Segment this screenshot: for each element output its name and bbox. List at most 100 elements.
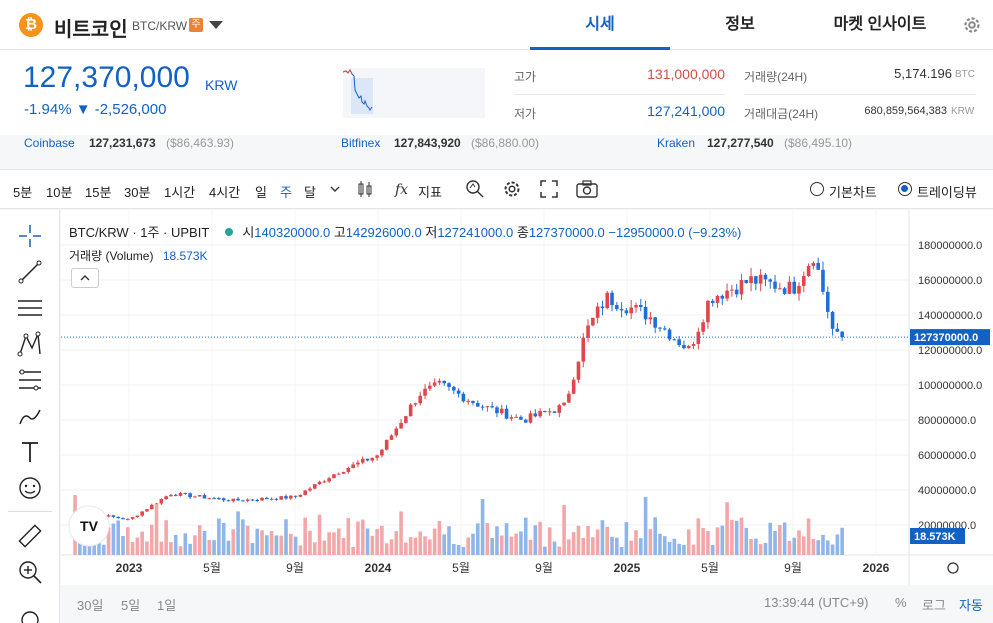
price-chart[interactable]: 2023 5월 9월 2024 5월 9월 2025 5월 9월 2026 180000000.0 1… xyxy=(61,210,993,585)
exchange-usd: ($86,463.93) xyxy=(166,136,235,150)
candle-body xyxy=(241,500,245,502)
volume-bar xyxy=(269,531,274,555)
crosshair-icon[interactable] xyxy=(16,222,44,250)
clock-time[interactable]: 13:39:44 (UTC+9) xyxy=(764,595,869,610)
compare-icon[interactable] xyxy=(465,179,485,199)
volume-bar xyxy=(447,526,451,555)
zoom-in-icon[interactable] xyxy=(16,558,44,586)
volume-bar xyxy=(562,505,566,555)
interval-month[interactable]: 달 xyxy=(304,185,316,200)
range-5d[interactable]: 5일 xyxy=(121,598,141,613)
volume-bar xyxy=(121,535,125,555)
tab-price[interactable]: 시세 xyxy=(530,0,670,50)
interval-30m[interactable]: 30분 xyxy=(124,185,151,200)
volume-bar xyxy=(303,517,307,555)
tradingview-logo-icon xyxy=(68,505,110,547)
volume-bar xyxy=(125,527,130,555)
fib-retracement-icon[interactable] xyxy=(16,366,44,394)
exchange-price: 127,277,540 xyxy=(707,136,774,150)
screenshot-camera-icon[interactable] xyxy=(576,180,598,198)
ohlc-high-label: 고 xyxy=(333,225,346,240)
log-scale-toggle[interactable]: 로그 xyxy=(922,598,946,613)
ohlc-low-label: 저 xyxy=(425,225,438,240)
candle-body xyxy=(432,382,437,386)
volume-bar xyxy=(346,518,351,555)
volume-bar xyxy=(202,530,207,555)
horizontal-lines-icon[interactable] xyxy=(16,294,44,322)
indicator-button[interactable]: 지표 xyxy=(418,185,442,200)
interval-4h[interactable]: 4시간 xyxy=(209,185,241,200)
volume-bar xyxy=(835,534,840,555)
chevron-down-icon[interactable] xyxy=(329,184,341,194)
volume-bar xyxy=(116,520,120,555)
tab-info[interactable]: 정보 xyxy=(725,16,755,33)
low-label: 저가 xyxy=(514,107,537,121)
volume-bar xyxy=(336,528,341,555)
candle-body xyxy=(384,439,389,450)
volume-bar xyxy=(816,540,820,555)
candle-body xyxy=(178,492,183,496)
interval-day[interactable]: 일 xyxy=(255,185,267,200)
text-tool-icon[interactable] xyxy=(16,438,44,466)
indicator-fx-icon[interactable]: fx xyxy=(394,180,412,198)
candle-body xyxy=(274,498,279,500)
emoji-icon[interactable] xyxy=(16,474,44,502)
volume-bar xyxy=(749,539,753,555)
exchange-name[interactable]: Coinbase xyxy=(24,136,75,150)
volume-bar xyxy=(591,537,595,555)
ruler-icon[interactable] xyxy=(16,522,44,550)
candle-body xyxy=(682,345,686,349)
candle-body xyxy=(423,388,427,396)
candle-body xyxy=(739,279,744,295)
collapse-legend-button[interactable] xyxy=(71,268,99,288)
exchange-name[interactable]: Kraken xyxy=(657,136,696,150)
candle-body xyxy=(106,515,111,517)
tradingview-label[interactable]: 트레이딩뷰 xyxy=(917,185,977,200)
settings-gear-icon[interactable] xyxy=(962,15,982,35)
trend-line-icon[interactable] xyxy=(16,258,44,286)
volume-bar xyxy=(308,530,312,555)
candle-body xyxy=(226,500,231,502)
pattern-icon[interactable] xyxy=(16,330,44,358)
basic-chart-label[interactable]: 기본차트 xyxy=(829,185,877,200)
candle-body xyxy=(619,309,624,311)
candle-body xyxy=(164,496,168,500)
interval-1h[interactable]: 1시간 xyxy=(164,185,196,200)
candle-body xyxy=(471,400,475,403)
volume-bar xyxy=(461,546,466,555)
exchange-usd: ($86,495.10) xyxy=(784,136,853,150)
volume-bar xyxy=(778,525,782,555)
interval-week[interactable]: 주 xyxy=(280,185,292,200)
basic-chart-radio[interactable] xyxy=(810,182,824,196)
tab-market-insight[interactable]: 마켓 인사이트 xyxy=(833,16,927,33)
x-tick-label: 2025 xyxy=(614,561,641,575)
candle-body xyxy=(279,496,284,500)
volume-bar xyxy=(667,542,672,555)
interval-15m[interactable]: 15분 xyxy=(85,185,112,200)
range-1d[interactable]: 1일 xyxy=(157,598,177,613)
x-tick-label: 5월 xyxy=(452,561,470,575)
auto-scale-toggle[interactable]: 자동 xyxy=(959,598,983,613)
volume-bar xyxy=(495,526,499,555)
percent-scale-toggle[interactable]: % xyxy=(895,595,907,610)
candle-body xyxy=(509,417,514,419)
magnet-icon[interactable] xyxy=(16,606,44,623)
interval-5m[interactable]: 5분 xyxy=(13,185,33,200)
volume-bar xyxy=(504,523,509,555)
chart-settings-icon[interactable] xyxy=(502,179,522,199)
exchange-name[interactable]: Bitfinex xyxy=(341,136,381,150)
volume-bar xyxy=(571,532,576,555)
candle-body xyxy=(394,428,399,436)
brush-icon[interactable] xyxy=(16,402,44,430)
candlestick-chart[interactable]: 2023 5월 9월 2024 5월 9월 2025 5월 9월 2026 180000000.0 1… xyxy=(61,210,993,585)
coin-select-dropdown-icon[interactable] xyxy=(209,21,223,29)
candle-type-icon[interactable] xyxy=(357,179,373,199)
range-30d[interactable]: 30일 xyxy=(77,598,104,613)
tradingview-radio[interactable] xyxy=(898,182,912,196)
volume-bar xyxy=(840,527,844,555)
volume-bar xyxy=(231,529,236,555)
candle-body xyxy=(188,493,192,498)
interval-10m[interactable]: 10분 xyxy=(46,185,73,200)
last-price-tag xyxy=(910,329,990,346)
fullscreen-icon[interactable] xyxy=(540,180,558,198)
